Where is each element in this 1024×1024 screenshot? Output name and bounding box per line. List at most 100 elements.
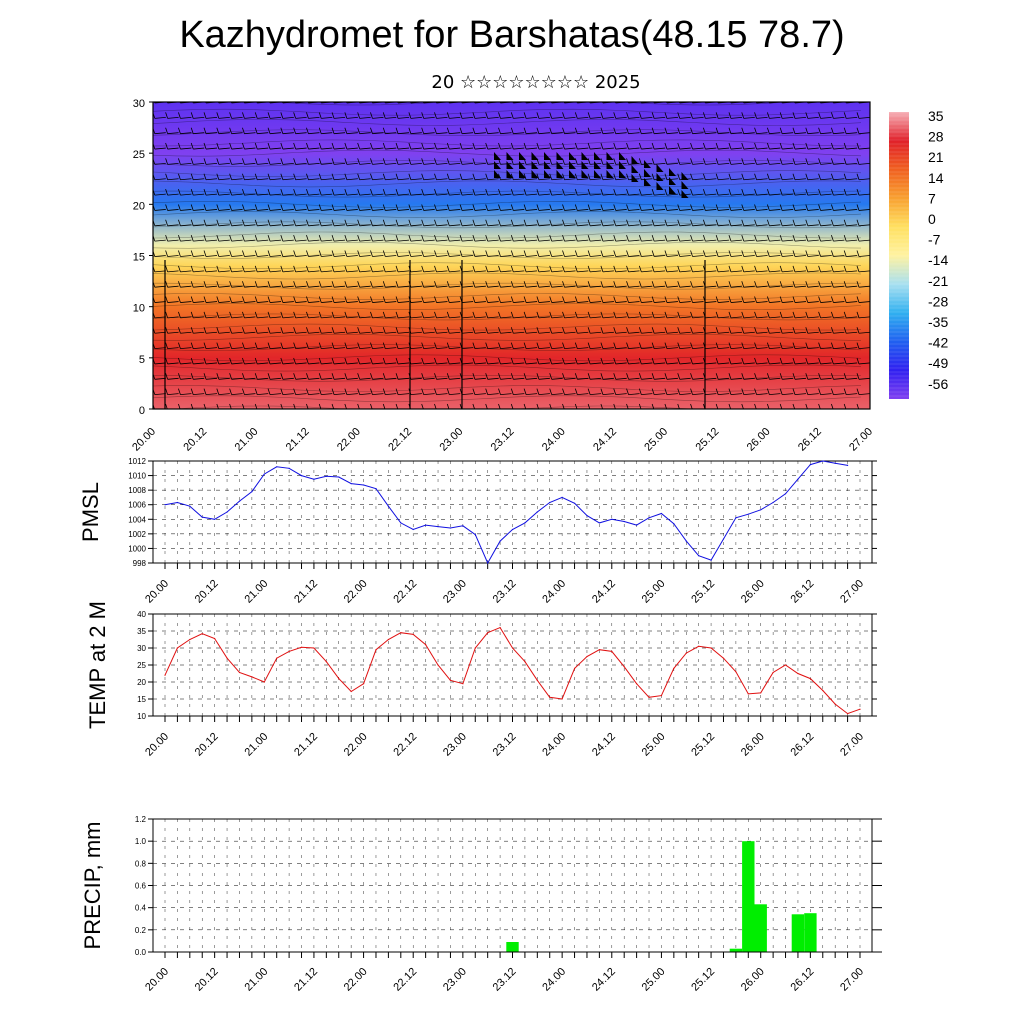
wind-barb-flag <box>498 112 501 119</box>
wind-barb-flag <box>754 388 757 395</box>
wind-barb-flag <box>613 127 617 134</box>
wind-barb <box>551 270 563 273</box>
wind-barb <box>436 301 448 303</box>
wind-barb-flag <box>613 403 616 409</box>
wind-barb-flag <box>382 112 386 119</box>
wind-barb-flag <box>498 250 501 257</box>
wind-barb <box>513 347 525 349</box>
wind-barb-flag <box>702 142 706 150</box>
y-tick-label: 1012 <box>128 457 146 466</box>
wind-barb <box>244 116 256 119</box>
wind-barb <box>705 255 717 257</box>
wind-barb <box>807 116 819 119</box>
wind-barb <box>334 193 346 196</box>
wind-barb-flag <box>626 188 629 196</box>
wind-barb <box>218 147 230 150</box>
wind-barb-flag <box>792 127 796 134</box>
wind-barb-flag <box>318 188 322 196</box>
wind-barb-flag <box>523 204 527 211</box>
wind-barb <box>782 224 794 227</box>
wind-barb-flag <box>357 142 361 150</box>
wind-barb-flag <box>638 311 642 319</box>
wind-barb <box>743 255 755 257</box>
wind-barb-flag <box>741 311 745 319</box>
wind-barb <box>295 178 307 181</box>
wind-barb-flag <box>664 127 668 134</box>
wind-barb-flag <box>600 327 604 334</box>
wind-barb <box>308 163 320 165</box>
wind-barb <box>666 147 678 150</box>
wind-barb-flag <box>344 373 348 380</box>
wind-barb <box>167 393 179 396</box>
wind-pennant <box>656 173 664 181</box>
wind-barb <box>282 239 294 242</box>
wind-barb <box>833 377 845 380</box>
wind-barb-flag <box>831 296 834 303</box>
wind-barb <box>538 285 550 288</box>
wind-barb-flag <box>267 250 271 257</box>
wind-barb <box>538 316 550 319</box>
wind-barb <box>769 377 781 380</box>
wind-barb-flag <box>600 311 604 319</box>
wind-barb <box>730 362 743 365</box>
wind-barb <box>346 285 358 288</box>
wind-barb <box>641 116 653 119</box>
wind-barb <box>769 178 781 181</box>
wind-barb-flag <box>434 127 437 134</box>
wind-barb-flag <box>408 158 412 165</box>
wind-barb-flag <box>485 342 489 349</box>
wind-barb <box>756 209 768 211</box>
wind-barb-flag <box>549 342 553 349</box>
data-point <box>251 491 253 493</box>
wind-barb-flag <box>446 357 450 365</box>
y-tick-label: 10 <box>133 303 145 315</box>
wind-barb-flag <box>370 188 373 196</box>
wind-barb-flag <box>523 235 527 242</box>
wind-barb-flag <box>229 265 233 272</box>
wind-barb <box>218 347 230 349</box>
x-tick-label: 24.12 <box>590 578 618 606</box>
wind-barb-flag <box>331 265 335 272</box>
wind-barb <box>577 270 589 273</box>
wind-barb-flag <box>485 142 489 150</box>
wind-barb-flag <box>613 235 617 242</box>
wind-barb-flag <box>216 127 220 134</box>
wind-barb <box>334 285 346 288</box>
x-tick-label: 25.00 <box>642 426 670 454</box>
wind-barb-flag <box>754 158 757 165</box>
wind-barb <box>666 362 678 365</box>
wind-barb-flag <box>421 219 425 226</box>
wind-barb <box>858 178 870 181</box>
wind-barb-flag <box>562 219 565 226</box>
wind-barb <box>359 193 371 196</box>
wind-barb-flag <box>421 158 425 165</box>
wind-barb-flag <box>165 112 168 119</box>
wind-barb-flag <box>856 296 860 303</box>
wind-barb-flag <box>318 327 322 334</box>
wind-barb <box>846 193 858 196</box>
wind-barb-flag <box>254 219 258 226</box>
wind-barb-flag <box>267 112 271 119</box>
wind-barb <box>743 362 755 365</box>
wind-barb-flag <box>728 142 732 150</box>
wind-barb <box>385 347 397 349</box>
wind-barb <box>743 301 755 303</box>
wind-barb-flag <box>549 357 553 365</box>
wind-barb <box>500 116 512 119</box>
wind-barb <box>462 132 474 135</box>
data-point <box>735 517 737 519</box>
wind-barb <box>769 147 781 150</box>
wind-barb-flag <box>178 250 181 257</box>
wind-barb-flag <box>613 373 617 380</box>
wind-barb-flag <box>472 204 476 211</box>
wind-barb-flag <box>472 265 476 272</box>
wind-barb <box>628 239 640 242</box>
wind-barb <box>269 393 282 396</box>
wind-barb-flag <box>843 142 847 150</box>
wind-barb-flag <box>216 281 220 288</box>
wind-barb-flag <box>395 235 399 242</box>
wind-barb-flag <box>562 281 565 288</box>
wind-barb <box>346 178 358 181</box>
wind-barb <box>334 270 346 273</box>
wind-barb <box>846 116 858 119</box>
